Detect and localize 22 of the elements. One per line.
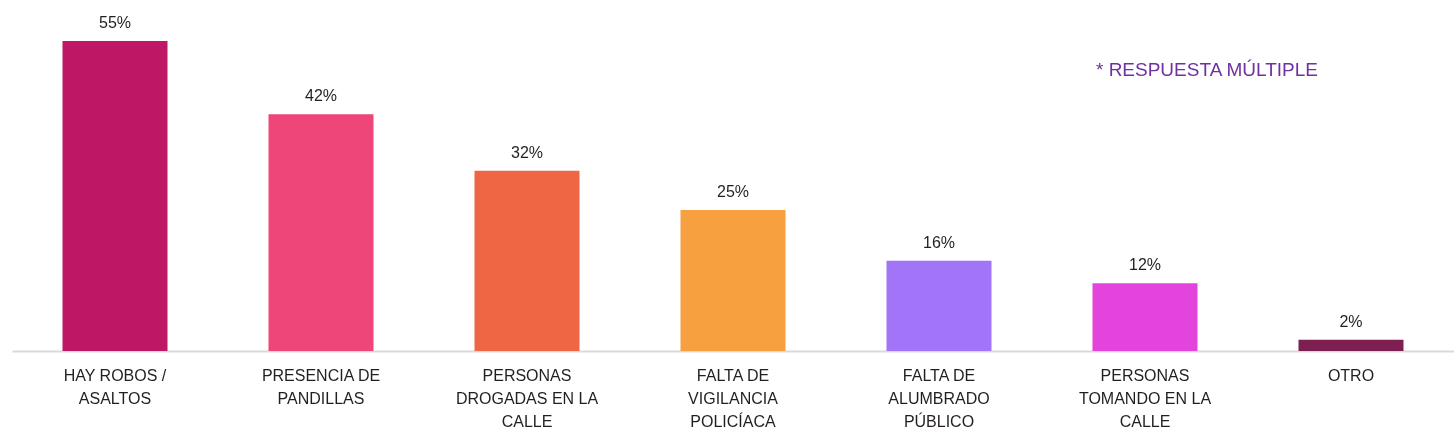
bar xyxy=(886,260,992,351)
data-label: 32% xyxy=(510,143,544,161)
x-tick-label: PERSONAS TOMANDO EN LA CALLE xyxy=(1078,366,1212,430)
data-label: 55% xyxy=(98,14,132,31)
x-tick-label: FALTA DE ALUMBRADO PÚBLICO xyxy=(888,366,990,430)
x-tick-label: PRESENCIA DE PANDILLAS xyxy=(261,366,381,407)
bar xyxy=(474,170,580,351)
bar xyxy=(268,114,374,351)
x-tick-label: OTRO xyxy=(1327,366,1375,384)
annotation: * RESPUESTA MÚLTIPLE xyxy=(1095,59,1319,80)
x-tick-label: FALTA DE VIGILANCIA POLICÍACA xyxy=(688,366,779,430)
x-tick-label: PERSONAS DROGADAS EN LA CALLE xyxy=(455,366,599,430)
bar xyxy=(1298,339,1404,351)
data-label: 25% xyxy=(716,183,750,201)
data-label: 2% xyxy=(1339,312,1363,330)
data-label: 16% xyxy=(922,233,956,251)
bar xyxy=(680,210,786,351)
bar xyxy=(62,41,168,351)
data-label: 42% xyxy=(304,87,338,105)
x-tick-label: HAY ROBOS / ASALTOS xyxy=(63,366,167,407)
bar xyxy=(1092,283,1198,351)
data-label: 12% xyxy=(1128,256,1162,274)
